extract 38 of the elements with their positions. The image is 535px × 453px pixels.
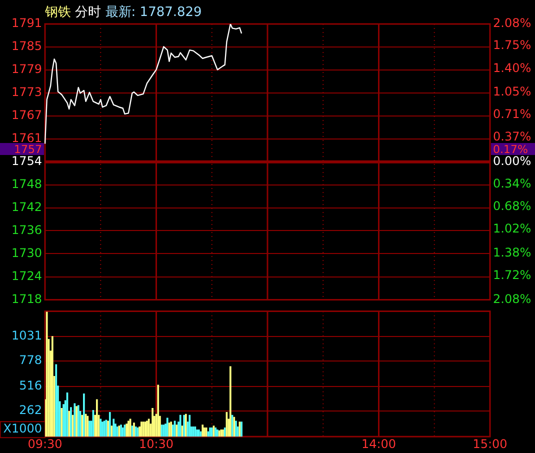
y2-tick-label: 0.34% [493,176,532,191]
y2-tick-label: 1.38% [493,246,532,260]
y-tick-label: 516 [19,378,42,393]
y2-tick-label: 0.00% [493,154,532,168]
y-tick-label: 1031 [11,328,42,342]
chart-title: 钢铁 分时 最新: 1787.829 [45,5,202,20]
cursor-label: 0.17% [491,142,535,155]
y2-tick-label: 1.05% [493,84,532,98]
y2-tick-label: 2.08% [493,292,532,306]
y-tick-label: 778 [19,353,42,368]
x-tick-label: 09:30 [28,436,62,451]
y-tick-label: 1779 [11,62,42,76]
y-tick-label: 1791 [11,16,42,30]
y-axis-title: X1000 [3,422,42,436]
y2-tick-label: 0.71% [493,106,532,121]
y2-tick-label: 0.37% [493,129,532,144]
y2-tick-label: 1.72% [493,268,532,282]
y-tick-label: 1724 [11,268,42,283]
cursor-label: 1757 [0,142,44,155]
y-tick-label: 1748 [11,177,42,192]
y2-tick-label: 2.08% [493,16,532,30]
x-tick-label: 14:00 [361,436,396,451]
y-tick-label: 262 [19,403,42,418]
y-tick-label: 1767 [11,108,42,122]
y-tick-label: 1754 [11,154,42,168]
y2-tick-label: 1.02% [493,222,532,236]
y-tick-label: 1718 [11,292,42,306]
y-tick-label: 1736 [11,222,42,237]
x-tick-label: 15:00 [472,436,508,451]
y-tick-label: 1773 [11,84,42,99]
y-tick-label: 1730 [11,246,42,260]
y-tick-label: 1785 [11,39,42,54]
y-tick-label: 1761 [11,130,42,145]
x-tick-label: 10:30 [138,436,174,451]
y2-tick-label: 0.68% [493,199,532,214]
y-tick-label: 1742 [11,200,42,214]
y2-tick-label: 1.75% [493,38,532,52]
y2-tick-label: 1.40% [493,61,532,76]
